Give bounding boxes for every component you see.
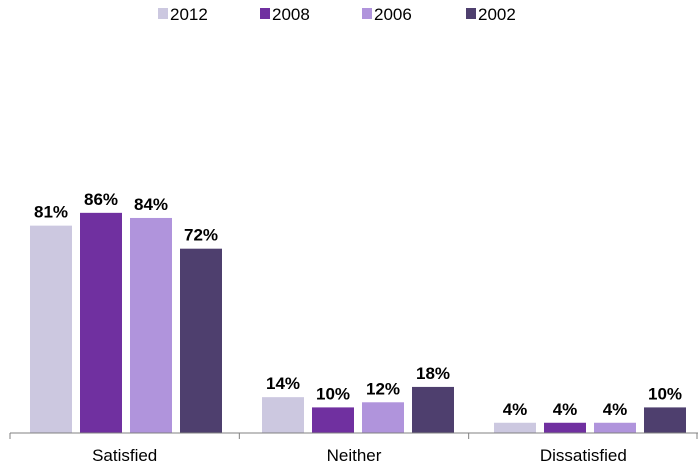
data-label-neither-2008: 10%: [316, 384, 350, 403]
bar-dissatisfied-2012: [494, 423, 536, 433]
legend-swatch-2002: [466, 8, 476, 19]
data-label-satisfied-2008: 86%: [84, 190, 118, 209]
x-axis-labels: Satisfied Neither Dissatisfied: [92, 446, 627, 465]
bar-satisfied-2008: [80, 213, 122, 433]
bar-group: [30, 213, 686, 433]
bar-neither-2012: [262, 397, 304, 433]
data-label-satisfied-2012: 81%: [34, 203, 68, 222]
legend-label-2008: 2008: [272, 5, 310, 24]
x-axis-label-dissatisfied: Dissatisfied: [540, 446, 627, 465]
legend-label-2006: 2006: [374, 5, 412, 24]
chart-legend: 2012 2008 2006 2002: [158, 5, 516, 24]
bar-satisfied-2012: [30, 226, 72, 433]
data-label-dissatisfied-2002: 10%: [648, 384, 682, 403]
legend-swatch-2008: [260, 8, 270, 19]
data-label-neither-2006: 12%: [366, 379, 400, 398]
bar-satisfied-2006: [130, 218, 172, 433]
bar-dissatisfied-2006: [594, 423, 636, 433]
x-axis-label-neither: Neither: [327, 446, 382, 465]
data-label-satisfied-2006: 84%: [134, 195, 168, 214]
bar-dissatisfied-2002: [644, 407, 686, 433]
legend-swatch-2012: [158, 8, 168, 19]
data-label-neither-2012: 14%: [266, 374, 300, 393]
bar-satisfied-2002: [180, 249, 222, 433]
data-label-neither-2002: 18%: [416, 364, 450, 383]
bar-neither-2008: [312, 407, 354, 433]
bar-neither-2006: [362, 402, 404, 433]
data-label-dissatisfied-2012: 4%: [503, 400, 528, 419]
data-label-dissatisfied-2006: 4%: [603, 400, 628, 419]
data-label-dissatisfied-2008: 4%: [553, 400, 578, 419]
data-label-satisfied-2002: 72%: [184, 226, 218, 245]
legend-label-2002: 2002: [478, 5, 516, 24]
bar-neither-2002: [412, 387, 454, 433]
x-axis-label-satisfied: Satisfied: [92, 446, 157, 465]
bar-dissatisfied-2008: [544, 423, 586, 433]
legend-label-2012: 2012: [170, 5, 208, 24]
x-axis: [10, 433, 698, 439]
legend-swatch-2006: [362, 8, 372, 19]
